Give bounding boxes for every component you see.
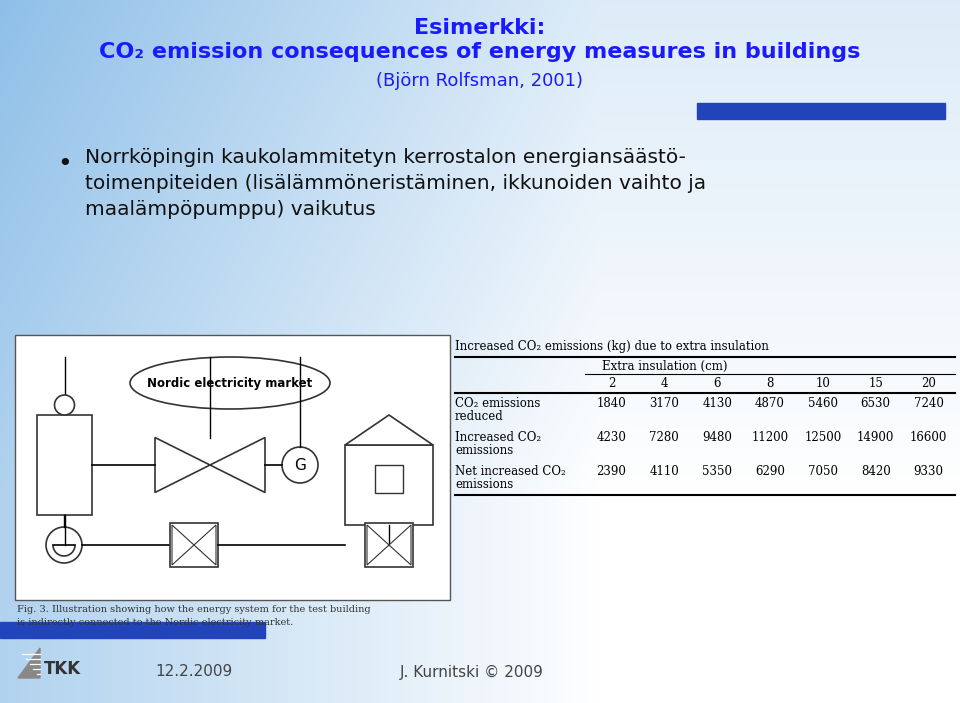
Text: 15: 15 xyxy=(868,377,883,390)
Text: 4230: 4230 xyxy=(596,431,626,444)
Text: CO₂ emissions: CO₂ emissions xyxy=(455,397,540,410)
Bar xyxy=(37,415,92,515)
Text: Increased CO₂ emissions (kg) due to extra insulation: Increased CO₂ emissions (kg) due to extr… xyxy=(455,340,769,353)
Text: 6530: 6530 xyxy=(861,397,891,410)
Text: 12500: 12500 xyxy=(804,431,842,444)
Text: J. Kurnitski © 2009: J. Kurnitski © 2009 xyxy=(400,664,544,680)
Bar xyxy=(170,523,218,567)
Text: 4870: 4870 xyxy=(756,397,785,410)
Polygon shape xyxy=(367,525,389,565)
Text: 8: 8 xyxy=(766,377,774,390)
Text: 4130: 4130 xyxy=(702,397,732,410)
Text: 10: 10 xyxy=(815,377,830,390)
Text: 4: 4 xyxy=(660,377,668,390)
Text: Nordic electricity market: Nordic electricity market xyxy=(148,377,313,389)
Text: 7050: 7050 xyxy=(808,465,838,478)
Text: 6290: 6290 xyxy=(756,465,785,478)
Polygon shape xyxy=(172,525,194,565)
Text: 11200: 11200 xyxy=(752,431,788,444)
Text: maalämpöpumppu) vaikutus: maalämpöpumppu) vaikutus xyxy=(85,200,375,219)
Text: Net increased CO₂: Net increased CO₂ xyxy=(455,465,565,478)
Circle shape xyxy=(282,447,318,483)
Text: 14900: 14900 xyxy=(857,431,895,444)
Bar xyxy=(697,103,945,119)
Polygon shape xyxy=(345,415,433,445)
Bar xyxy=(375,465,403,493)
Polygon shape xyxy=(155,437,210,493)
Text: CO₂ emission consequences of energy measures in buildings: CO₂ emission consequences of energy meas… xyxy=(99,42,861,62)
Bar xyxy=(365,523,413,567)
Text: 2: 2 xyxy=(608,377,615,390)
Text: Esimerkki:: Esimerkki: xyxy=(415,18,545,38)
Text: 4110: 4110 xyxy=(649,465,679,478)
Text: 6: 6 xyxy=(713,377,721,390)
Polygon shape xyxy=(18,648,40,678)
Ellipse shape xyxy=(130,357,330,409)
Text: 5350: 5350 xyxy=(702,465,732,478)
Text: Increased CO₂: Increased CO₂ xyxy=(455,431,541,444)
Bar xyxy=(345,445,433,525)
Text: 2390: 2390 xyxy=(596,465,626,478)
Text: 7280: 7280 xyxy=(649,431,679,444)
Text: 1840: 1840 xyxy=(596,397,626,410)
Text: reduced: reduced xyxy=(455,410,504,423)
Text: TKK: TKK xyxy=(44,660,82,678)
Text: 3170: 3170 xyxy=(649,397,680,410)
Bar xyxy=(15,335,450,600)
Text: 20: 20 xyxy=(922,377,936,390)
Text: 5460: 5460 xyxy=(808,397,838,410)
Text: Fig. 3. Illustration showing how the energy system for the test building: Fig. 3. Illustration showing how the ene… xyxy=(17,605,371,614)
Text: 9330: 9330 xyxy=(914,465,944,478)
Text: G: G xyxy=(294,458,306,472)
Bar xyxy=(0,622,265,638)
Text: 16600: 16600 xyxy=(910,431,948,444)
Text: emissions: emissions xyxy=(455,478,514,491)
Text: Extra insulation (cm): Extra insulation (cm) xyxy=(602,360,727,373)
Text: emissions: emissions xyxy=(455,444,514,457)
Text: 8420: 8420 xyxy=(861,465,891,478)
Polygon shape xyxy=(210,437,265,493)
Polygon shape xyxy=(194,525,216,565)
Text: 9480: 9480 xyxy=(702,431,732,444)
Circle shape xyxy=(46,527,82,563)
Text: 7240: 7240 xyxy=(914,397,944,410)
Text: is indirectly connected to the Nordic electricity market.: is indirectly connected to the Nordic el… xyxy=(17,618,293,627)
Text: 12.2.2009: 12.2.2009 xyxy=(155,664,232,680)
Polygon shape xyxy=(389,525,411,565)
Text: Norrköpingin kaukolammitetyn kerrostalon energiansäästö-: Norrköpingin kaukolammitetyn kerrostalon… xyxy=(85,148,685,167)
Text: (Björn Rolfsman, 2001): (Björn Rolfsman, 2001) xyxy=(376,72,584,90)
Circle shape xyxy=(55,395,75,415)
Text: toimenpiteiden (lisälämmöneristäminen, ikkunoiden vaihto ja: toimenpiteiden (lisälämmöneristäminen, i… xyxy=(85,174,707,193)
Text: •: • xyxy=(57,152,72,176)
